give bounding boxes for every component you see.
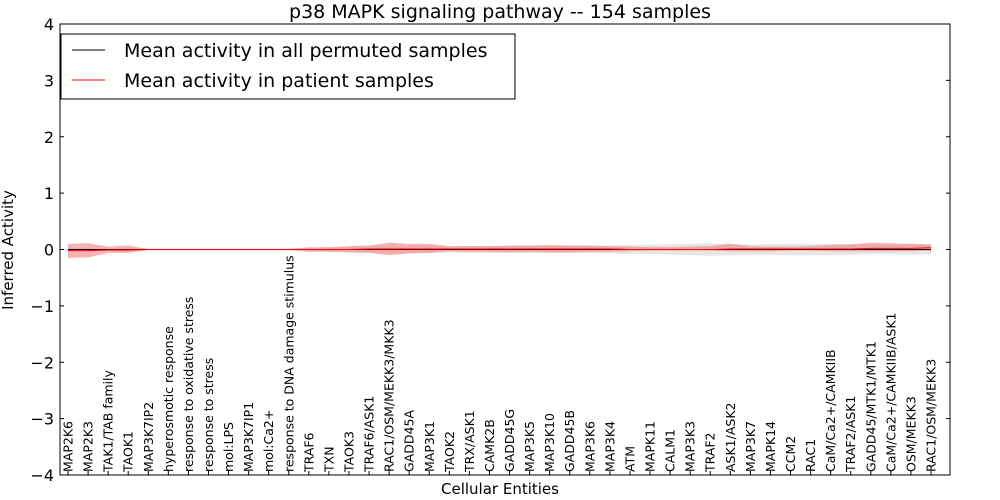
x-tick-label: RAC1/OSM/MEKK3 [924, 359, 939, 472]
legend-entry-patient: Mean activity in patient samples [124, 70, 434, 92]
y-tick-label: 1 [44, 184, 54, 203]
x-tick-label: response to DNA damage stimulus [281, 255, 296, 472]
x-tick-label: CaM/Ca2+/CAMKIIB/ASK1 [883, 313, 898, 472]
x-tick-label: RAC1 [803, 439, 818, 472]
series-lines [68, 247, 932, 252]
x-tick-label: OSM/MEKK3 [903, 396, 918, 472]
x-tick-label: CCM2 [783, 436, 798, 472]
y-tick-label: −2 [30, 353, 54, 372]
x-tick-label: RAC1/OSM/MEKK3/MKK3 [382, 319, 397, 472]
band-series-1 [68, 242, 931, 258]
x-tick-label: ASK1/ASK2 [723, 403, 738, 472]
x-tick-label: MAP3K3 [683, 421, 698, 472]
legend: Mean activity in all permuted samples Me… [60, 33, 516, 100]
x-tick-label: MAP3K1 [422, 421, 437, 472]
x-tick-label: MAP3K5 [522, 421, 537, 472]
x-tick-label: GADD45B [562, 410, 577, 472]
legend-entry-permuted: Mean activity in all permuted samples [124, 40, 487, 62]
y-tick-label: −1 [30, 297, 54, 316]
confidence-bands [68, 242, 931, 258]
x-tick-label: MAPK14 [763, 421, 778, 472]
y-tick-label: −4 [30, 466, 54, 485]
x-tick-label: MAP3K4 [602, 421, 617, 472]
x-tick-label: ATM [622, 446, 637, 472]
x-tick-label: GADD45G [502, 409, 517, 472]
x-tick-label: GADD45A [402, 410, 417, 472]
x-tick-label: TXN [321, 446, 336, 473]
x-tick-label: CALM1 [663, 429, 678, 472]
y-tick-label: −3 [30, 410, 54, 429]
x-tick-label: TAOK1 [121, 431, 136, 473]
y-axis-label: Inferred Activity [0, 190, 17, 310]
x-tick-label: TRX/ASK1 [462, 410, 477, 473]
x-axis: MAP2K6 MAP2K3 TAK1/TAB family TAOK1 MAP3K7IP… [61, 255, 939, 475]
x-tick-label: mol:LPS [221, 422, 236, 472]
x-tick-label: TAK1/TAB family [101, 369, 116, 473]
x-tick-label: hyperosmotic response [161, 326, 176, 472]
y-tick-label: 3 [44, 71, 54, 90]
x-tick-label: response to stress [201, 358, 216, 472]
x-axis-label: Cellular Entities [441, 480, 559, 498]
x-tick-label: TRAF6/ASK1 [362, 396, 377, 473]
line-series-1 [68, 247, 932, 252]
x-tick-label: MAPK11 [643, 421, 658, 472]
x-tick-label: TRAF2/ASK1 [843, 396, 858, 473]
y-tick-label: 4 [44, 15, 54, 34]
x-tick-label: CAMK2B [482, 419, 497, 472]
x-tick-label: MAP3K6 [582, 421, 597, 472]
legend-box [60, 33, 516, 100]
x-tick-label: MAP3K7IP1 [241, 402, 256, 472]
x-tick-label: MAP3K7 [743, 421, 758, 472]
y-tick-label: 0 [44, 241, 54, 260]
plot-frame [59, 23, 951, 476]
x-tick-label: TRAF2 [703, 432, 718, 473]
y-tick-label: 2 [44, 128, 54, 147]
y-axis: 4 3 2 1 0 −1 −2 −3 −4 [30, 15, 950, 485]
x-tick-label: MAP3K7IP2 [141, 402, 156, 472]
chart-title: p38 MAPK signaling pathway -- 154 sample… [289, 1, 711, 23]
x-tick-label: TAOK3 [341, 431, 356, 473]
x-tick-label: TAOK2 [442, 431, 457, 473]
x-tick-label: MAP2K6 [61, 421, 76, 472]
x-tick-label: response to oxidative stress [181, 297, 196, 472]
x-tick-label: GADD45/MTK1/MTK1 [863, 341, 878, 472]
x-tick-label: MAP3K10 [542, 413, 557, 472]
x-tick-label: CaM/Ca2+/CAMKIIB [823, 349, 838, 472]
x-tick-label: mol:Ca2+ [261, 410, 276, 472]
x-tick-label: MAP2K3 [81, 421, 96, 472]
x-tick-label: TRAF6 [301, 432, 316, 473]
